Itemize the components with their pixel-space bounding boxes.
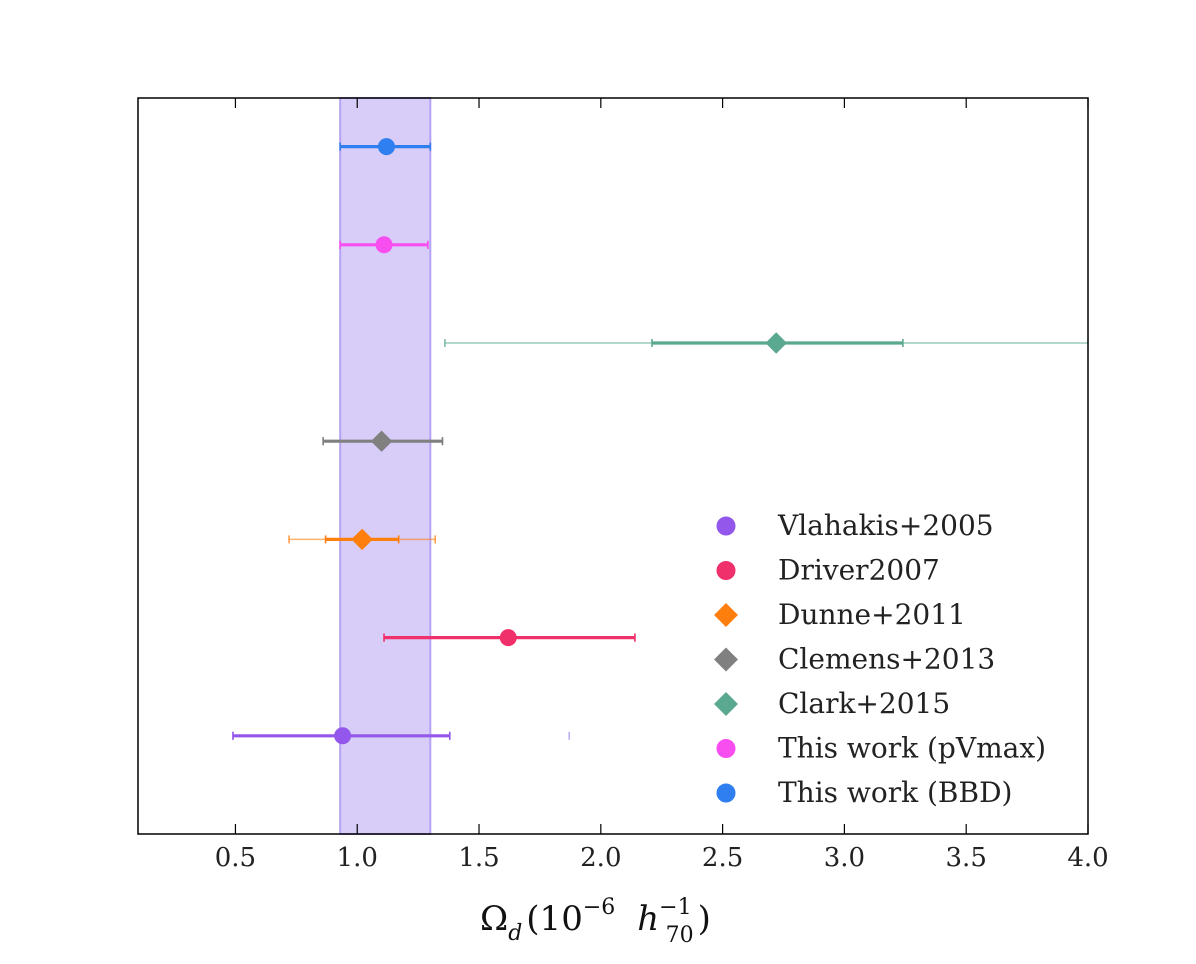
x-axis-label-close: ) [698, 899, 711, 939]
legend-label: This work (pVmax) [778, 732, 1046, 765]
x-tick-label: 1.5 [458, 843, 499, 873]
x-axis-label-h: h [637, 899, 659, 939]
x-axis-label: Ωd (10−6 h−1 70) [480, 895, 711, 948]
marker-vlahakis-2005 [334, 727, 352, 745]
x-tick-label: 0.5 [215, 843, 256, 873]
plot-background [138, 98, 1088, 834]
x-tick-label: 3.5 [946, 843, 987, 873]
legend-item: This work (BBD) [716, 776, 1012, 809]
legend-marker [716, 516, 736, 536]
legend-item: Clemens+2013 [714, 643, 995, 676]
legend-label: Clemens+2013 [778, 643, 995, 676]
x-tick-label: 3.0 [824, 843, 865, 873]
x-tick-label: 4.0 [1067, 843, 1108, 873]
legend-label: Driver2007 [778, 554, 940, 587]
x-axis-label-open: (10 [526, 899, 583, 939]
marker-dunne-2011 [351, 528, 373, 551]
legend-item: Vlahakis+2005 [716, 509, 994, 542]
legend-item: Clark+2015 [714, 687, 950, 720]
legend-marker [716, 783, 736, 803]
legend-label: Vlahakis+2005 [777, 509, 994, 542]
x-axis-label-exp: −6 [583, 895, 615, 920]
x-axis-label-omega: Ω [480, 899, 508, 939]
legend-marker [714, 692, 738, 716]
marker-clark-2015 [765, 332, 787, 354]
marker-clemens-2013 [370, 430, 393, 452]
legend-label: Clark+2015 [778, 687, 950, 720]
x-axis-label-omega-sub: d [508, 921, 522, 946]
legend-item: Dunne+2011 [714, 598, 966, 631]
legend-item: This work (pVmax) [716, 732, 1046, 765]
legend-marker [714, 603, 738, 627]
x-tick-label: 2.5 [702, 843, 743, 873]
plot-frame [137, 97, 1089, 835]
x-axis-label-h-sub: 70 [666, 923, 694, 948]
x-tick-label: 2.0 [580, 843, 621, 873]
x-axis-label-h-sup: −1 [659, 895, 691, 920]
legend-marker [714, 647, 738, 672]
x-tick-label: 1.0 [337, 843, 378, 873]
legend-marker [716, 561, 736, 580]
legend-label: Dunne+2011 [778, 598, 966, 631]
legend-label: This work (BBD) [778, 776, 1012, 809]
marker-this-work-bbd [377, 138, 395, 156]
legend-marker [716, 739, 736, 758]
legend-item: Driver2007 [716, 554, 940, 587]
marker-this-work-pvmax [375, 236, 393, 254]
marker-driver2007 [499, 629, 517, 647]
shaded-band [339, 97, 432, 835]
